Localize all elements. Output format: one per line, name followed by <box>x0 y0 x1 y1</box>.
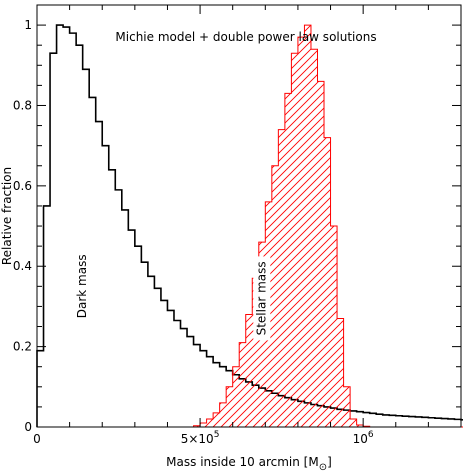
y-tick-label: 0 <box>24 420 32 434</box>
annotations: Dark mass Stellar mass <box>75 254 271 341</box>
chart-title: Michie model + double power law solution… <box>115 30 376 44</box>
y-tick-label: 0.4 <box>13 259 32 273</box>
solar-symbol: ⊙ <box>319 462 327 472</box>
x-tick-label: 106 <box>353 430 374 446</box>
tick-labels: 0 5×105 106 0 0.2 0.4 0.6 0.8 1 <box>13 18 374 446</box>
plot-frame <box>36 4 462 428</box>
annotation-text: Dark mass <box>75 254 89 318</box>
y-tick-label: 1 <box>24 18 32 32</box>
series-stellar-mass-histogram <box>37 24 463 428</box>
annotation-text: Stellar mass <box>254 261 268 335</box>
annotation-stellar-mass: Stellar mass <box>253 256 271 341</box>
x-tick-label: 5×105 <box>181 430 220 446</box>
x-axis-title: Mass inside 10 arcmin [M⊙] <box>166 455 332 472</box>
annotation-background <box>253 256 271 341</box>
plot-area <box>36 24 463 428</box>
y-tick-label: 0.6 <box>13 179 32 193</box>
annotation-dark-mass: Dark mass <box>75 254 89 318</box>
y-axis-title: Relative fraction <box>0 167 14 265</box>
x-axis-title-text: Mass inside 10 arcmin [M <box>166 455 319 469</box>
axis-ticks <box>36 4 462 428</box>
x-tick-label: 0 <box>33 432 41 446</box>
y-tick-label: 0.8 <box>13 98 32 112</box>
x-axis-title-close: ] <box>327 455 332 469</box>
y-tick-label: 0.2 <box>13 340 32 354</box>
